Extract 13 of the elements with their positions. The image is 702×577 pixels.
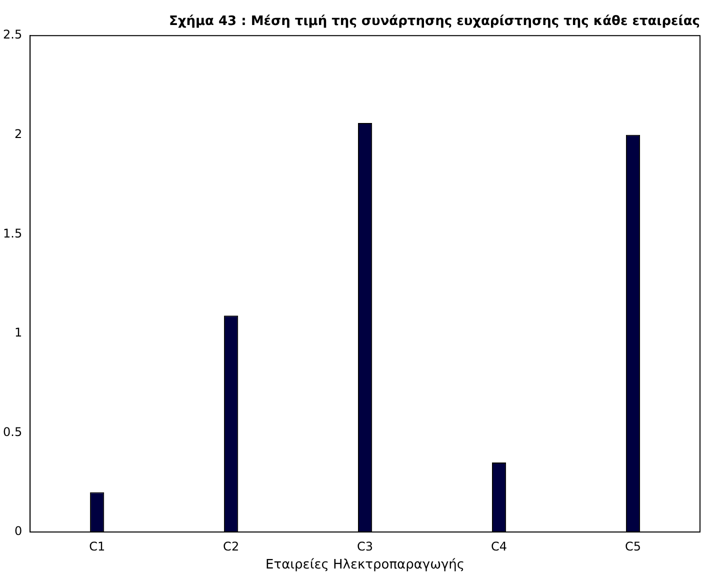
y-tick-label: 2.5 xyxy=(2,28,22,42)
x-tick-label: C1 xyxy=(89,539,106,554)
y-tick-label: 0 xyxy=(14,524,22,538)
x-axis-title: Εταιρείες Ηλεκτροπαραγωγής xyxy=(266,558,465,573)
chart-title: Σχήμα 43 : Μέση τιμή της συνάρτησης ευχαρίστησης της κάθε εταιρείας xyxy=(168,14,700,30)
x-tick-label: C2 xyxy=(223,539,240,554)
y-tick-label: 0.5 xyxy=(2,424,22,439)
x-tick-label: C5 xyxy=(625,539,642,554)
y-tick-label: 2 xyxy=(14,127,22,142)
y-tick-label: 1.5 xyxy=(2,226,22,240)
x-tick-label: C3 xyxy=(357,539,374,554)
x-tick-label: C4 xyxy=(491,539,508,554)
y-tick-label: 1 xyxy=(14,326,22,340)
